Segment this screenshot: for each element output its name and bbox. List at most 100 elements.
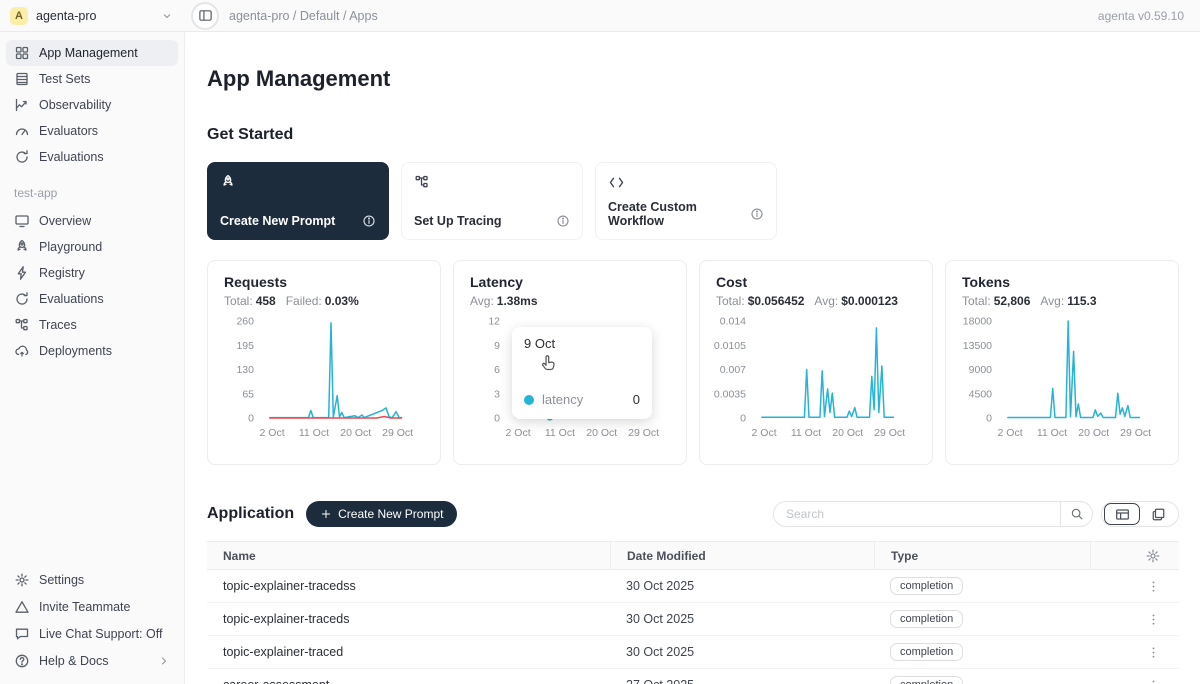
info-icon[interactable] [750, 207, 764, 221]
sidebar-item-overview[interactable]: Overview [6, 208, 178, 234]
table-row-career-assessment[interactable]: career-assessment27 Oct 2025completion [207, 669, 1179, 684]
metric-value: 458 [256, 294, 276, 308]
tooltip-date: 9 Oct [524, 336, 640, 351]
sidebar-item-label: Deployments [39, 344, 112, 358]
table-row-topic-explainer-traceds[interactable]: topic-explainer-traceds30 Oct 2025comple… [207, 603, 1179, 636]
svg-text:9: 9 [494, 340, 500, 352]
table-row-topic-explainer-tracedss[interactable]: topic-explainer-tracedss30 Oct 2025compl… [207, 570, 1179, 603]
sidebar-item-traces[interactable]: Traces [6, 312, 178, 338]
info-icon[interactable] [556, 214, 570, 228]
sidebar-item-registry[interactable]: Registry [6, 260, 178, 286]
row-menu-button[interactable] [1144, 643, 1163, 662]
table-view-button[interactable] [1104, 503, 1140, 525]
grid-icon [14, 45, 30, 61]
svg-text:0.014: 0.014 [720, 316, 746, 328]
table-header: NameDate ModifiedType [207, 541, 1179, 570]
sidebar-item-observability[interactable]: Observability [6, 92, 178, 118]
metric-value: 52,806 [994, 294, 1031, 308]
sidebar-item-settings[interactable]: Settings [6, 567, 178, 593]
main-content: App Management Get Started Create New Pr… [185, 32, 1200, 684]
svg-text:0: 0 [986, 413, 992, 425]
sidebar-item-live-chat-support-off[interactable]: Live Chat Support: Off [6, 621, 178, 647]
sidebar-item-app-management[interactable]: App Management [6, 40, 178, 66]
row-menu-button[interactable] [1144, 676, 1163, 684]
svg-text:4500: 4500 [969, 388, 993, 400]
svg-text:195: 195 [236, 340, 254, 352]
svg-text:11 Oct: 11 Oct [545, 427, 575, 439]
plus-icon [320, 508, 332, 520]
workspace-selector[interactable]: A agenta-pro [0, 0, 185, 32]
get-started-card-set-up-tracing[interactable]: Set Up Tracing [401, 162, 583, 240]
metric-label: Avg: [1040, 294, 1064, 308]
create-new-prompt-button[interactable]: Create New Prompt [306, 501, 457, 527]
type-cell: completion [874, 636, 1090, 668]
tooltip-series-value: 0 [633, 392, 640, 407]
sidebar-item-label: Observability [39, 98, 111, 112]
svg-text:0: 0 [494, 413, 500, 425]
table-row-topic-explainer-traced[interactable]: topic-explainer-traced30 Oct 2025complet… [207, 636, 1179, 669]
svg-text:29 Oct: 29 Oct [874, 427, 905, 439]
get-started-cards: Create New Prompt Set Up TracingCreate Cu… [207, 162, 1179, 240]
get-started-card-create-custom-workflow[interactable]: Create Custom Workflow [595, 162, 777, 240]
svg-text:20 Oct: 20 Oct [832, 427, 863, 439]
row-menu-button[interactable] [1144, 577, 1163, 596]
sidebar-item-deployments[interactable]: Deployments [6, 338, 178, 364]
stat-card-metrics: Total:52,806Avg:115.3 [958, 294, 1162, 308]
test-sets-icon [14, 71, 30, 87]
row-actions-cell [1090, 603, 1179, 635]
sidebar-item-label: Settings [39, 573, 84, 587]
row-actions-cell [1090, 636, 1179, 668]
tokens-chart[interactable]: 18000135009000450002 Oct11 Oct20 Oct29 O… [958, 314, 1160, 446]
sidebar-item-test-sets[interactable]: Test Sets [6, 66, 178, 92]
search-input[interactable] [774, 507, 1060, 521]
breadcrumb[interactable]: agenta-pro / Default / Apps [229, 9, 378, 23]
row-actions-cell [1090, 669, 1179, 684]
cost-chart[interactable]: 0.0140.01050.0070.003502 Oct11 Oct20 Oct… [712, 314, 914, 446]
requests-chart[interactable]: 2601951306502 Oct11 Oct20 Oct29 Oct [220, 314, 422, 446]
chart-tooltip: 9 Octlatency0 [512, 327, 652, 419]
get-started-card-create-new-prompt[interactable]: Create New Prompt [207, 162, 389, 240]
sidebar-item-label: Overview [39, 214, 91, 228]
svg-text:65: 65 [242, 388, 254, 400]
row-menu-button[interactable] [1144, 610, 1163, 629]
sidebar-collapse-button[interactable] [191, 2, 219, 30]
row-actions-cell [1090, 570, 1179, 602]
sidebar-item-evaluations[interactable]: Evaluations [6, 286, 178, 312]
workspace-avatar: A [10, 7, 28, 25]
sidebar: App ManagementTest Sets Observability Eval… [0, 32, 185, 684]
search-button[interactable] [1060, 502, 1092, 526]
stat-card-metrics: Total:458Failed:0.03% [220, 294, 424, 308]
date-modified-cell: 30 Oct 2025 [610, 570, 874, 602]
svg-text:2 Oct: 2 Oct [506, 427, 531, 439]
svg-text:11 Oct: 11 Oct [791, 427, 821, 439]
applications-table: NameDate ModifiedType topic-explainer-tr… [207, 541, 1179, 684]
sidebar-item-evaluators[interactable]: Evaluators [6, 118, 178, 144]
stat-card-latency: LatencyAvg:1.38ms1296302 Oct11 Oct20 Oct… [453, 260, 687, 465]
sidebar-item-help-docs[interactable]: Help & Docs [6, 648, 178, 674]
column-settings [1090, 542, 1179, 569]
chevron-down-icon [161, 10, 173, 22]
date-modified-cell: 27 Oct 2025 [610, 669, 874, 684]
code-icon [608, 174, 764, 191]
sidebar-item-label: Live Chat Support: Off [39, 627, 162, 641]
svg-text:11 Oct: 11 Oct [299, 427, 329, 439]
sidebar-item-invite-teammate[interactable]: Invite Teammate [6, 594, 178, 620]
column-settings-gear-icon[interactable] [1143, 546, 1163, 566]
type-cell: completion [874, 570, 1090, 602]
chat-icon [14, 626, 30, 642]
sidebar-item-playground[interactable]: Playground [6, 234, 178, 260]
svg-text:2 Oct: 2 Oct [752, 427, 777, 439]
sidebar-item-evaluations[interactable]: Evaluations [6, 144, 178, 170]
get-started-title: Get Started [207, 126, 1179, 144]
card-view-button[interactable] [1140, 503, 1176, 525]
svg-text:0.0105: 0.0105 [714, 340, 746, 352]
search-box [773, 501, 1093, 527]
sidebar-item-label: Evaluations [39, 292, 104, 306]
card-label: Create New Prompt [220, 214, 335, 228]
info-icon[interactable] [362, 214, 376, 228]
observability-icon [14, 97, 30, 113]
metric-label: Total: [962, 294, 991, 308]
evaluations-icon [14, 149, 30, 165]
stat-card-requests: RequestsTotal:458Failed:0.03%26019513065… [207, 260, 441, 465]
svg-text:20 Oct: 20 Oct [340, 427, 371, 439]
